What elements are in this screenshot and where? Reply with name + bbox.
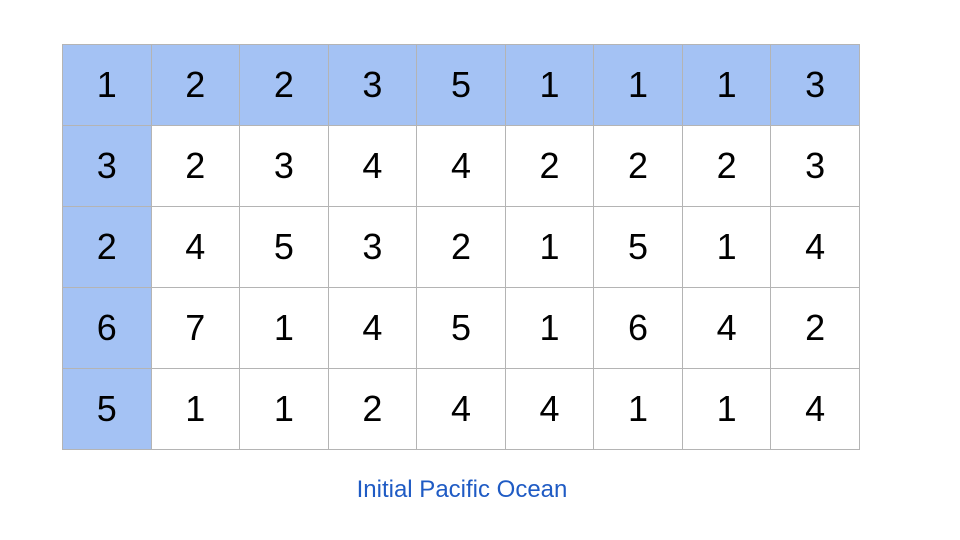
grid-cell: 2 — [504, 125, 595, 207]
grid-cell: 2 — [681, 125, 772, 207]
grid-cell-highlighted: 5 — [62, 368, 152, 450]
grid-cell: 5 — [239, 206, 329, 288]
grid-cell: 1 — [504, 287, 595, 369]
grid-cell: 4 — [770, 206, 860, 288]
grid-cell-highlighted: 3 — [62, 125, 152, 207]
grid-cell: 2 — [150, 125, 241, 207]
grid-cell: 3 — [770, 125, 860, 207]
grid-cell: 7 — [150, 287, 241, 369]
grid-cell: 3 — [327, 206, 418, 288]
grid-cell: 4 — [327, 287, 418, 369]
grid-cell: 3 — [239, 125, 329, 207]
grid-cell: 4 — [504, 368, 595, 450]
grid-cell: 4 — [327, 125, 418, 207]
grid-cell-highlighted: 1 — [593, 44, 683, 126]
grid-cell: 4 — [770, 368, 860, 450]
grid-cell: 6 — [593, 287, 683, 369]
grid-cell: 4 — [681, 287, 772, 369]
grid-caption: Initial Pacific Ocean — [356, 476, 568, 503]
grid-cell: 4 — [416, 125, 506, 207]
grid-cell: 5 — [593, 206, 683, 288]
grid-cell-highlighted: 2 — [239, 44, 329, 126]
grid-cell: 1 — [504, 206, 595, 288]
grid-cell: 2 — [770, 287, 860, 369]
grid-cell-highlighted: 1 — [681, 44, 772, 126]
grid-cell: 4 — [416, 368, 506, 450]
grid-cell-highlighted: 1 — [62, 44, 152, 126]
grid-cell-highlighted: 2 — [62, 206, 152, 288]
grid-cell-highlighted: 6 — [62, 287, 152, 369]
grid-cell-highlighted: 2 — [150, 44, 241, 126]
grid-cell: 2 — [593, 125, 683, 207]
grid-cell-highlighted: 5 — [416, 44, 506, 126]
grid-cell: 4 — [150, 206, 241, 288]
grid-cell: 1 — [239, 368, 329, 450]
grid-cell: 1 — [593, 368, 683, 450]
grid-cell: 5 — [416, 287, 506, 369]
grid-cell-highlighted: 1 — [504, 44, 595, 126]
grid-cell: 1 — [681, 368, 772, 450]
grid-cell: 1 — [150, 368, 241, 450]
grid-cell-highlighted: 3 — [770, 44, 860, 126]
grid-cell-highlighted: 3 — [327, 44, 418, 126]
grid-cell: 2 — [327, 368, 418, 450]
grid-cell: 1 — [681, 206, 772, 288]
grid-cell: 1 — [239, 287, 329, 369]
grid-cell: 2 — [416, 206, 506, 288]
